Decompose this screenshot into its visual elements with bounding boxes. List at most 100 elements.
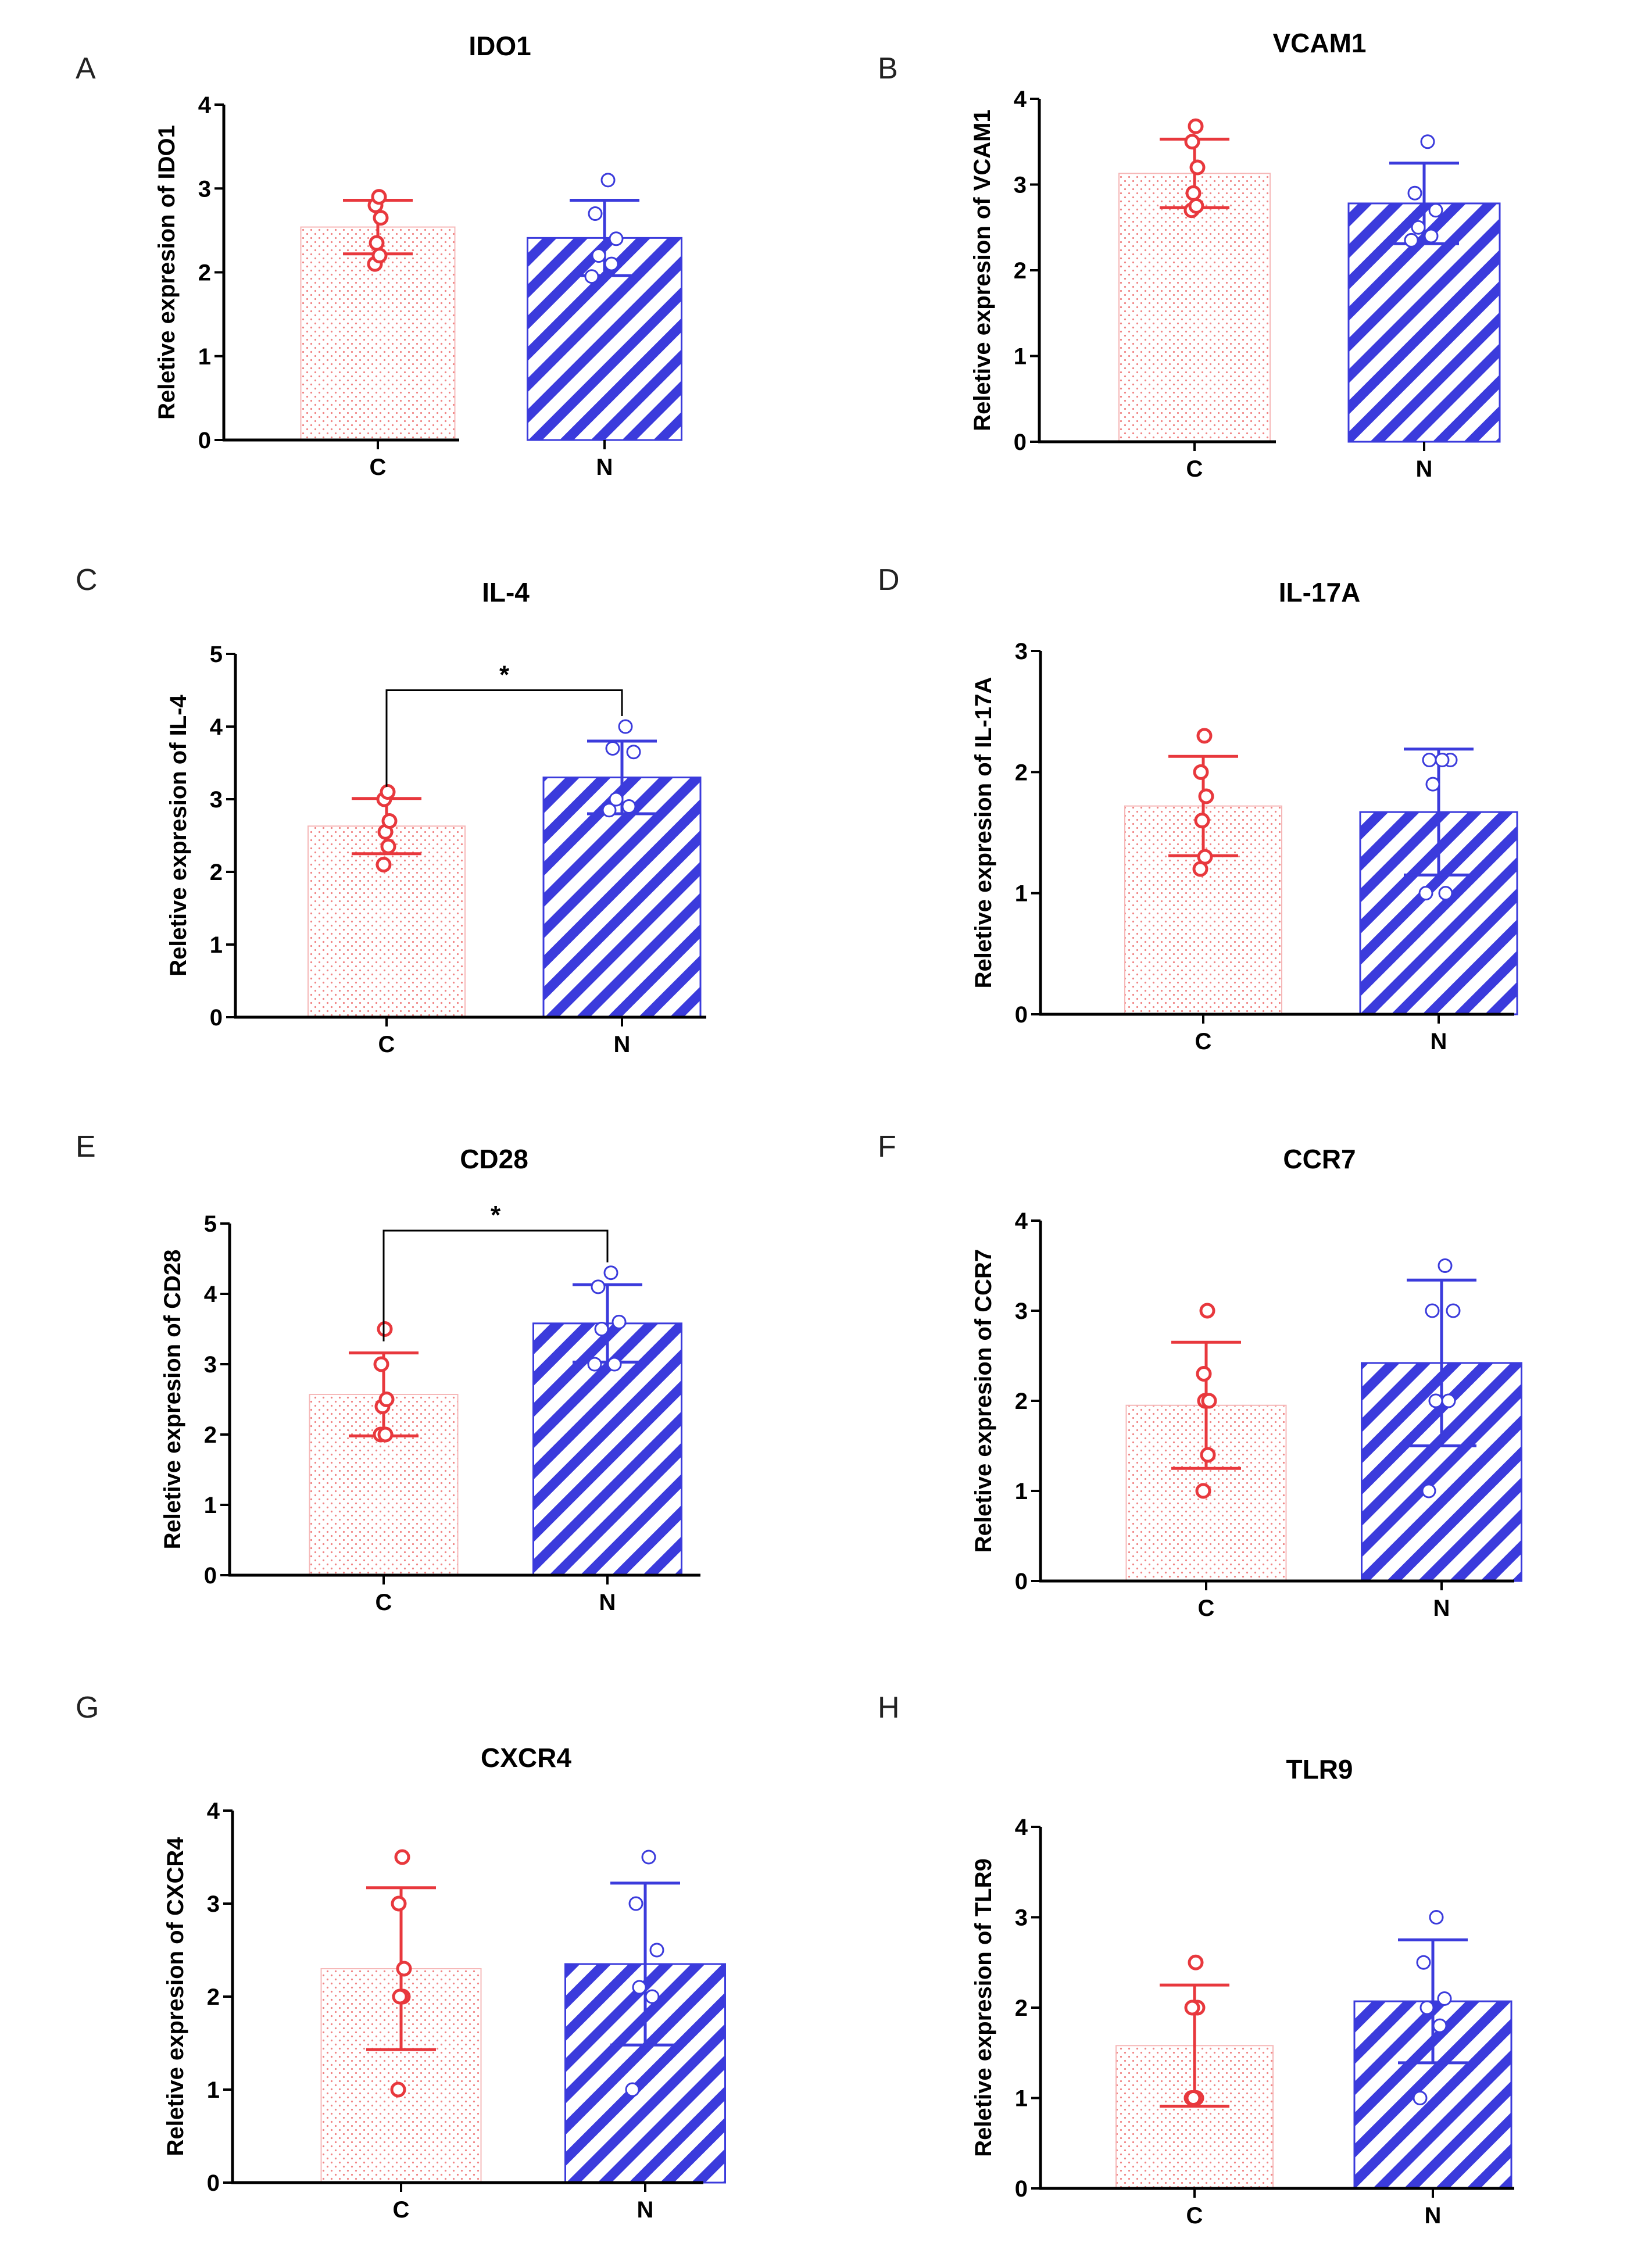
y-tick-label: 4	[207, 1798, 220, 1824]
data-point	[1425, 1303, 1440, 1318]
y-tick-label: 4	[1015, 1208, 1028, 1234]
y-tick-label: 0	[210, 1005, 223, 1031]
data-point	[605, 741, 620, 756]
data-point	[1404, 233, 1419, 248]
panel-letter: A	[76, 52, 96, 85]
y-tick-label: 1	[198, 344, 211, 370]
data-point	[1429, 1910, 1444, 1925]
data-point	[373, 1356, 389, 1372]
data-point	[377, 1321, 393, 1337]
data-point	[591, 1279, 606, 1294]
panel-letter: F	[878, 1130, 896, 1164]
panel-letter: G	[76, 1691, 99, 1725]
data-point	[584, 269, 599, 284]
data-point	[618, 719, 633, 734]
y-tick-label: 5	[210, 642, 223, 667]
y-tick-label: 2	[198, 260, 211, 286]
data-point	[588, 206, 603, 221]
y-tick-label: 4	[1014, 87, 1027, 112]
data-point	[376, 857, 392, 872]
y-tick-label: 1	[204, 1493, 217, 1518]
panel-title: IL-17A	[1279, 577, 1361, 607]
panel-c: C IL-4 0 1 2 3 4 5 C N Reletive expresion of IL-4 *	[76, 563, 706, 1057]
data-point	[600, 173, 616, 188]
data-point	[1194, 813, 1210, 829]
data-point	[1196, 1366, 1212, 1382]
data-point	[1199, 1303, 1215, 1319]
y-tick-label: 3	[204, 1352, 217, 1378]
data-point	[391, 1895, 407, 1912]
panel-a: A IDO1 0 1 2 3 4 C N Reletive expresion of IDO1	[76, 31, 682, 480]
y-tick-label: 2	[210, 860, 223, 885]
panel-title: CD28	[460, 1144, 528, 1174]
data-point	[1195, 1483, 1211, 1499]
panel-letter: E	[76, 1130, 96, 1164]
y-tick-label: 0	[204, 1563, 217, 1589]
y-axis-label: Reletive expresion of TLR9	[971, 1858, 996, 2156]
data-point	[378, 1392, 395, 1407]
data-point	[626, 745, 641, 760]
data-point	[1197, 849, 1213, 865]
panel-title: VCAM1	[1272, 28, 1366, 58]
panel-letter: H	[878, 1691, 900, 1725]
y-axis-label: Reletive expresion of IL-4	[166, 694, 191, 976]
panel-b: B VCAM1 0 1 2 3 4 C N Reletive expresion of VCAM1	[878, 28, 1501, 482]
data-point	[371, 248, 388, 264]
x-category-label: C	[393, 2197, 410, 2223]
data-point	[380, 784, 396, 800]
panel-d: D IL-17A 0 1 2 3 C N Reletive expresion of IL-17…	[878, 563, 1518, 1054]
y-axis-label: Reletive expresion of IDO1	[154, 125, 180, 420]
y-tick-label: 3	[1015, 1905, 1028, 1931]
data-point	[1418, 886, 1433, 901]
data-point	[392, 1988, 408, 2005]
y-tick-label: 4	[198, 92, 212, 118]
data-point	[641, 1850, 656, 1865]
panel-h: H TLR9 0 1 2 3 4 C N Reletive expresion of TLR9	[878, 1691, 1514, 2229]
data-point	[649, 1943, 664, 1958]
y-axis-label: Reletive expresion of CD28	[160, 1250, 185, 1550]
y-tick-label: 3	[1014, 173, 1027, 198]
data-point	[1424, 228, 1439, 244]
y-tick-label: 2	[1015, 760, 1028, 785]
y-tick-label: 2	[1015, 1995, 1028, 2021]
data-point	[1420, 134, 1435, 149]
data-point	[1200, 1447, 1216, 1463]
panel-title: IDO1	[469, 31, 531, 61]
data-point	[1419, 2000, 1435, 2015]
y-tick-label: 0	[1015, 1002, 1028, 1028]
y-tick-label: 3	[210, 787, 223, 813]
significance-label: *	[499, 661, 510, 689]
x-category-label: N	[1425, 2203, 1442, 2229]
panel-letter: C	[76, 563, 98, 597]
data-point	[390, 2081, 406, 2098]
x-category-label: C	[376, 1590, 392, 1615]
y-tick-label: 4	[1015, 1815, 1028, 1840]
data-point	[1184, 134, 1200, 150]
data-point	[1446, 1303, 1461, 1318]
data-point	[628, 1896, 643, 1911]
data-point	[1428, 1393, 1443, 1408]
data-point	[1185, 185, 1202, 201]
data-point	[1425, 777, 1440, 792]
data-point	[371, 189, 387, 205]
data-point	[381, 813, 398, 829]
x-category-label: N	[637, 2197, 654, 2223]
significance-label: *	[491, 1201, 501, 1229]
data-point	[609, 231, 624, 246]
data-point	[1188, 1954, 1204, 1970]
data-point	[1201, 1393, 1217, 1409]
data-point	[587, 1357, 602, 1372]
data-point	[1198, 788, 1214, 804]
data-point	[609, 792, 624, 807]
data-point	[1407, 185, 1422, 201]
data-point	[1422, 753, 1437, 767]
y-tick-label: 0	[207, 2170, 220, 2196]
y-tick-label: 0	[1014, 430, 1027, 455]
significance-bracket	[382, 1229, 609, 1342]
y-tick-label: 3	[1015, 639, 1028, 664]
data-point	[1188, 198, 1204, 214]
panel-title: TLR9	[1286, 1754, 1353, 1784]
data-point	[394, 1849, 410, 1865]
data-point	[604, 256, 619, 271]
